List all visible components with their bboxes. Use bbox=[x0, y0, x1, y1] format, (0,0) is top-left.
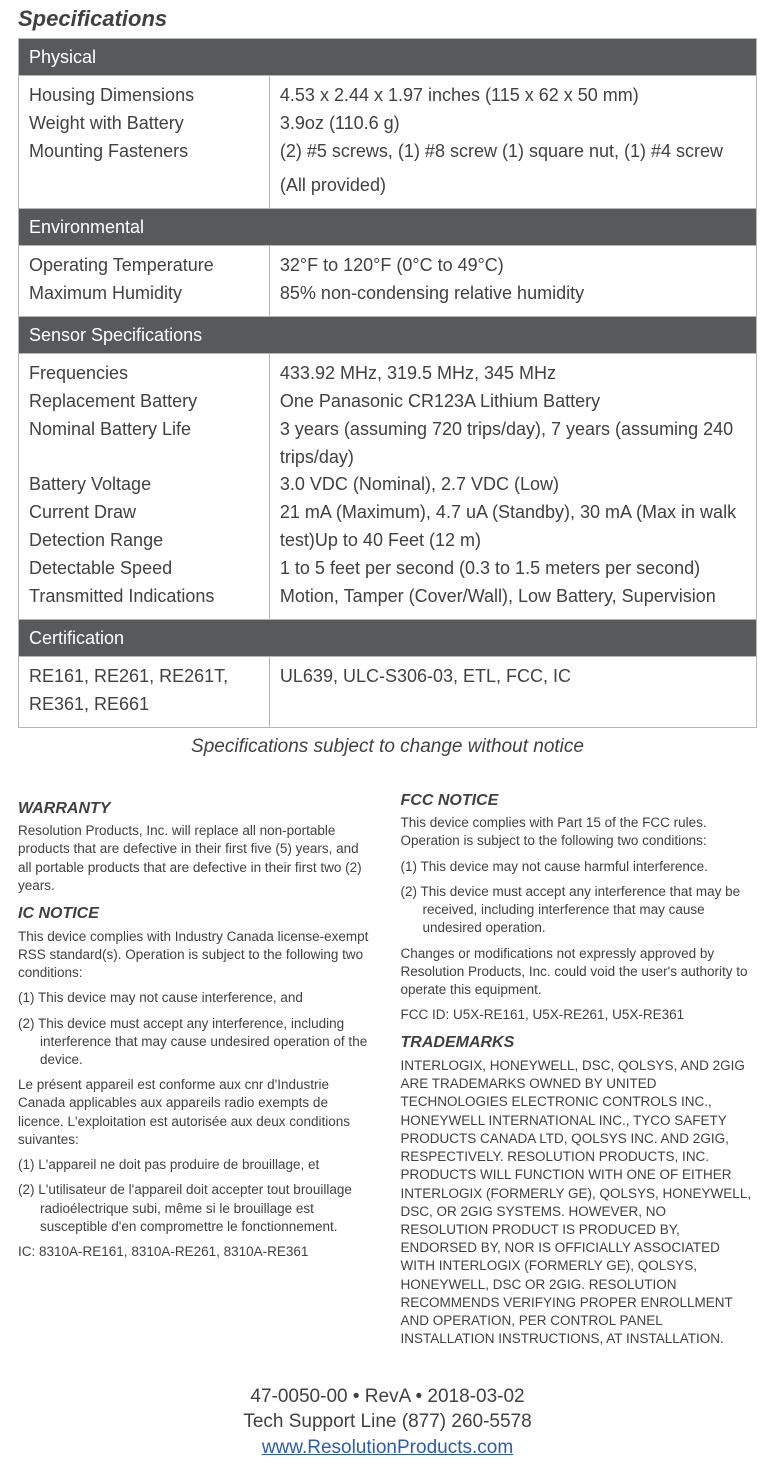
section-header-physical: Physical bbox=[19, 38, 757, 75]
value-operating-temp: 32°F to 120°F (0°C to 49°C) bbox=[280, 252, 746, 280]
trademarks-text: INTERLOGIX, HONEYWELL, DSC, QOLSYS, AND … bbox=[401, 1057, 758, 1349]
label-cert-models: RE161, RE261, RE261T, RE361, RE661 bbox=[29, 663, 259, 719]
value-nominal-battery-life: 3 years (assuming 720 trips/day), 7 year… bbox=[280, 416, 746, 472]
cert-values: UL639, ULC-S306-03, ETL, FCC, IC bbox=[269, 657, 756, 728]
section-header-certification: Certification bbox=[19, 619, 757, 656]
value-housing: 4.53 x 2.44 x 1.97 inches (115 x 62 x 50… bbox=[280, 82, 746, 110]
physical-values: 4.53 x 2.44 x 1.97 inches (115 x 62 x 50… bbox=[269, 75, 756, 208]
value-transmitted-indications: Motion, Tamper (Cover/Wall), Low Battery… bbox=[280, 583, 746, 611]
footer-line1: 47-0050-00 • RevA • 2018-03-02 bbox=[18, 1384, 757, 1410]
env-labels: Operating Temperature Maximum Humidity bbox=[19, 245, 270, 316]
value-frequencies: 433.92 MHz, 319.5 MHz, 345 MHz bbox=[280, 360, 746, 388]
ic-p2: Le présent appareil est conforme aux cnr… bbox=[18, 1076, 375, 1149]
warranty-text: Resolution Products, Inc. will replace a… bbox=[18, 822, 375, 895]
ic-li1: (1) This device may not cause interferen… bbox=[18, 989, 375, 1007]
warranty-heading: WARRANTY bbox=[18, 798, 375, 820]
value-current-draw: 21 mA (Maximum), 4.7 uA (Standby), 30 mA… bbox=[280, 499, 746, 555]
ic-p3: IC: 8310A-RE161, 8310A-RE261, 8310A-RE36… bbox=[18, 1243, 375, 1261]
value-all-provided: (All provided) bbox=[280, 172, 746, 200]
fcc-p1: This device complies with Part 15 of the… bbox=[401, 814, 758, 850]
footer: 47-0050-00 • RevA • 2018-03-02 Tech Supp… bbox=[18, 1384, 757, 1461]
sensor-labels: Frequencies Replacement Battery Nominal … bbox=[19, 353, 270, 619]
fcc-li1: (1) This device may not cause harmful in… bbox=[401, 858, 758, 876]
fcc-p3: FCC ID: U5X-RE161, U5X-RE261, U5X-RE361 bbox=[401, 1006, 758, 1024]
specifications-footnote: Specifications subject to change without… bbox=[18, 734, 757, 760]
fcc-p2: Changes or modifications not expressly a… bbox=[401, 945, 758, 1000]
label-current-draw: Current Draw bbox=[29, 499, 259, 527]
specifications-title: Specifications bbox=[18, 4, 757, 34]
value-max-humidity: 85% non-condensing relative humidity bbox=[280, 280, 746, 308]
ic-li3: (1) L'appareil ne doit pas produire de b… bbox=[18, 1156, 375, 1174]
label-detection-range: Detection Range bbox=[29, 527, 259, 555]
value-detectable-speed: 1 to 5 feet per second (0.3 to 1.5 meter… bbox=[280, 555, 746, 583]
value-cert: UL639, ULC-S306-03, ETL, FCC, IC bbox=[280, 663, 746, 691]
value-weight: 3.9oz (110.6 g) bbox=[280, 110, 746, 138]
env-values: 32°F to 120°F (0°C to 49°C) 85% non-cond… bbox=[269, 245, 756, 316]
fcc-li2: (2) This device must accept any interfer… bbox=[401, 883, 758, 938]
footer-line2: Tech Support Line (877) 260-5578 bbox=[18, 1409, 757, 1435]
label-weight: Weight with Battery bbox=[29, 110, 259, 138]
ic-notice-heading: IC NOTICE bbox=[18, 903, 375, 925]
label-frequencies: Frequencies bbox=[29, 360, 259, 388]
value-battery-voltage: 3.0 VDC (Nominal), 2.7 VDC (Low) bbox=[280, 471, 746, 499]
label-nominal-battery-life: Nominal Battery Life bbox=[29, 416, 259, 444]
label-battery-voltage: Battery Voltage bbox=[29, 471, 259, 499]
trademarks-heading: TRADEMARKS bbox=[401, 1032, 758, 1054]
sensor-values: 433.92 MHz, 319.5 MHz, 345 MHz One Panas… bbox=[269, 353, 756, 619]
label-transmitted-indications: Transmitted Indications bbox=[29, 583, 259, 611]
value-replacement-battery: One Panasonic CR123A Lithium Battery bbox=[280, 388, 746, 416]
fcc-notice-heading: FCC NOTICE bbox=[401, 790, 758, 812]
label-housing: Housing Dimensions bbox=[29, 82, 259, 110]
label-max-humidity: Maximum Humidity bbox=[29, 280, 259, 308]
label-blank bbox=[29, 444, 259, 472]
cert-labels: RE161, RE261, RE261T, RE361, RE661 bbox=[19, 657, 270, 728]
left-column: WARRANTY Resolution Products, Inc. will … bbox=[18, 790, 375, 1356]
label-operating-temp: Operating Temperature bbox=[29, 252, 259, 280]
value-mounting: (2) #5 screws, (1) #8 screw (1) square n… bbox=[280, 138, 746, 166]
footer-link[interactable]: www.ResolutionProducts.com bbox=[262, 1437, 513, 1458]
ic-p1: This device complies with Industry Canad… bbox=[18, 928, 375, 983]
label-mounting: Mounting Fasteners bbox=[29, 138, 259, 166]
right-column: FCC NOTICE This device complies with Par… bbox=[401, 790, 758, 1356]
section-header-sensor: Sensor Specifications bbox=[19, 316, 757, 353]
specifications-table: Physical Housing Dimensions Weight with … bbox=[18, 38, 757, 728]
physical-labels: Housing Dimensions Weight with Battery M… bbox=[19, 75, 270, 208]
label-detectable-speed: Detectable Speed bbox=[29, 555, 259, 583]
section-header-environmental: Environmental bbox=[19, 208, 757, 245]
ic-li4: (2) L'utilisateur de l'appareil doit acc… bbox=[18, 1181, 375, 1236]
ic-li2: (2) This device must accept any interfer… bbox=[18, 1015, 375, 1070]
label-replacement-battery: Replacement Battery bbox=[29, 388, 259, 416]
